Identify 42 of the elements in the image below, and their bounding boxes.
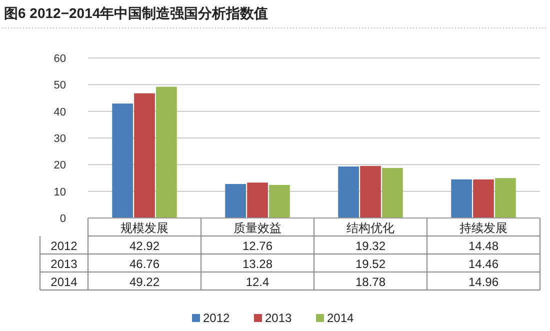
bar	[451, 179, 472, 218]
legend-label: 2012	[203, 311, 230, 325]
bar	[338, 166, 359, 218]
y-tick-label: 40	[54, 106, 66, 118]
bar	[360, 166, 381, 218]
x-tick-label: 质量效益	[234, 221, 282, 235]
text: 2013	[50, 257, 78, 271]
text: 2012	[50, 239, 78, 253]
bar	[112, 104, 133, 218]
legend-label: 2014	[327, 311, 354, 325]
y-tick-label: 0	[60, 213, 66, 225]
y-tick-label: 50	[54, 80, 66, 92]
data-label: 12.4	[246, 275, 270, 289]
data-label: 14.46	[468, 257, 499, 271]
chart-title: 图6 2012−2014年中国制造强国分析指数值	[4, 5, 268, 21]
data-label: 18.78	[355, 275, 386, 289]
legend-label: 2013	[265, 311, 292, 325]
x-tick-label: 持续发展	[460, 221, 508, 235]
bar	[134, 93, 155, 218]
x-tick-label: 规模发展	[120, 221, 168, 235]
data-label: 12.76	[242, 239, 273, 253]
data-label: 19.52	[355, 257, 386, 271]
y-tick-label: 60	[54, 53, 66, 65]
y-tick-label: 20	[54, 160, 66, 172]
bar	[495, 178, 516, 218]
data-label: 14.96	[468, 275, 499, 289]
bar	[269, 184, 290, 218]
data-label: 19.32	[355, 239, 386, 253]
data-label: 49.22	[129, 275, 160, 289]
y-tick-label: 10	[54, 186, 66, 198]
data-label: 42.92	[129, 239, 160, 253]
bar	[473, 179, 494, 218]
bar	[382, 168, 403, 218]
text: 2014	[50, 275, 78, 289]
bar	[247, 182, 268, 218]
data-label: 14.48	[468, 239, 499, 253]
bar	[156, 86, 177, 218]
y-tick-label: 30	[54, 133, 66, 145]
bar	[225, 184, 246, 218]
data-label: 46.76	[129, 257, 160, 271]
x-tick-label: 结构优化	[346, 221, 394, 235]
data-label: 13.28	[242, 257, 273, 271]
